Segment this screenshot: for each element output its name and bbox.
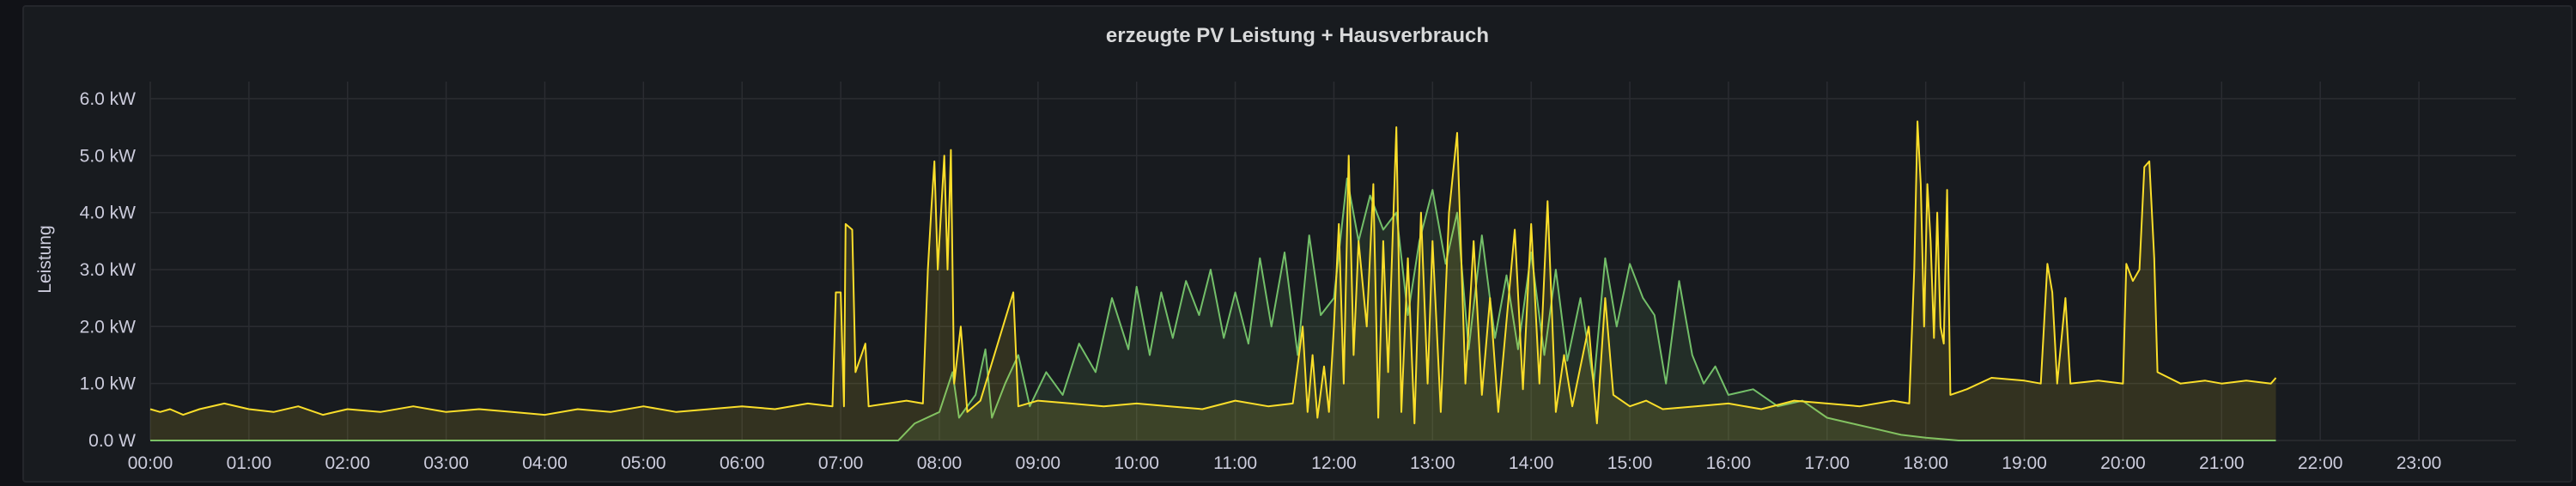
- x-tick-label: 10:00: [1114, 453, 1159, 473]
- series-line: [149, 120, 2277, 425]
- x-tick-label: 17:00: [1805, 453, 1850, 473]
- x-tick-label: 09:00: [1016, 453, 1061, 473]
- y-tick-label: 5.0 kW: [80, 146, 137, 166]
- x-axis-ticks: 00:00 01:00 02:00 03:00 04:00 05:00 06:00 07:00…: [128, 453, 2442, 473]
- y-tick-label: 2.0 kW: [80, 317, 137, 337]
- series-area: [150, 178, 2276, 441]
- x-tick-label: 01:00: [227, 453, 272, 473]
- panel-title: erzeugte PV Leistung + Hausverbrauch: [1105, 24, 1490, 47]
- x-tick-label: 02:00: [325, 453, 370, 473]
- x-tick-label: 00:00: [128, 453, 173, 473]
- x-tick-label: 16:00: [1706, 453, 1752, 473]
- x-tick-label: 05:00: [621, 453, 666, 473]
- x-tick-label: 07:00: [818, 453, 864, 473]
- x-tick-label: 14:00: [1509, 453, 1554, 473]
- x-tick-label: 03:00: [423, 453, 469, 473]
- x-tick-label: 23:00: [2397, 453, 2442, 473]
- series-line: [150, 177, 2276, 441]
- chart-grid: [149, 82, 2516, 441]
- chart-series: [149, 120, 2277, 441]
- x-tick-label: 12:00: [1311, 453, 1357, 473]
- y-axis-label: Leistung: [35, 225, 55, 293]
- y-tick-label: 3.0 kW: [80, 260, 137, 280]
- x-tick-label: 13:00: [1410, 453, 1455, 473]
- chart-panel: erzeugte PV Leistung + Hausverbrauch: [22, 5, 2573, 483]
- y-tick-label: 6.0 kW: [80, 89, 137, 109]
- x-tick-label: 19:00: [2002, 453, 2047, 473]
- x-tick-label: 20:00: [2100, 453, 2146, 473]
- y-tick-label: 0.0 W: [88, 431, 136, 451]
- x-tick-label: 21:00: [2199, 453, 2245, 473]
- x-tick-label: 15:00: [1607, 453, 1653, 473]
- x-tick-label: 06:00: [720, 453, 765, 473]
- x-tick-label: 18:00: [1903, 453, 1948, 473]
- series-area: [150, 121, 2276, 440]
- x-tick-label: 04:00: [522, 453, 568, 473]
- y-axis-ticks: 0.0 W 1.0 kW 2.0 kW 3.0 kW 4.0 kW 5.0 kW 6.0 k…: [80, 89, 137, 451]
- x-tick-label: 22:00: [2298, 453, 2343, 473]
- x-tick-label: 08:00: [917, 453, 963, 473]
- y-tick-label: 1.0 kW: [80, 374, 137, 394]
- x-tick-label: 11:00: [1213, 453, 1257, 473]
- y-tick-label: 4.0 kW: [80, 204, 137, 223]
